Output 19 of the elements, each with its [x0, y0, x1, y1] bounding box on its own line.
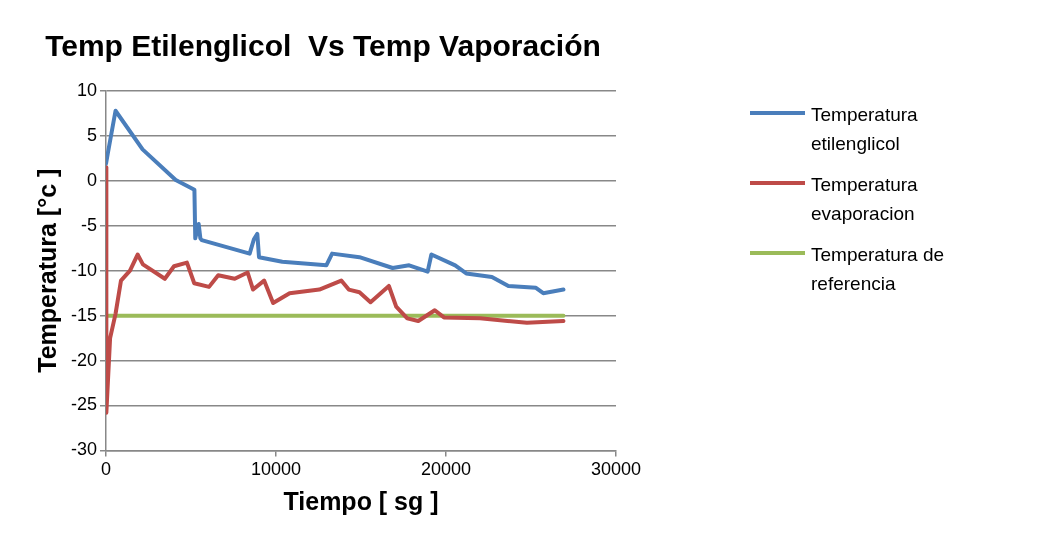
y-tick-label: 0 [87, 169, 98, 190]
y-tick-label: -5 [81, 214, 98, 235]
chart-title: Temp Etilenglicol Vs Temp Vaporación [45, 29, 601, 63]
y-tick-label: -25 [71, 394, 98, 415]
y-tick-label: -30 [71, 439, 98, 460]
x-tick-label: 0 [101, 459, 112, 480]
legend-label: Temperatura etilenglicol [811, 103, 919, 156]
y-tick-label: -10 [71, 259, 98, 280]
y-tick-label: 10 [76, 79, 98, 100]
x-tick-label: 20000 [420, 459, 472, 480]
y-axis-title: Temperatura [°c ] [32, 168, 61, 373]
y-tick-label: -20 [71, 349, 98, 370]
x-tick-label: 10000 [250, 459, 302, 480]
y-tick-label: -15 [71, 304, 98, 325]
x-axis-title: Tiempo [ sg ] [283, 486, 439, 515]
legend-label: Temperatura de referencia [811, 243, 946, 296]
legend-label: Temperatura evaporacion [811, 173, 919, 226]
x-tick-label: 30000 [590, 459, 642, 480]
y-tick-label: 5 [87, 124, 98, 145]
